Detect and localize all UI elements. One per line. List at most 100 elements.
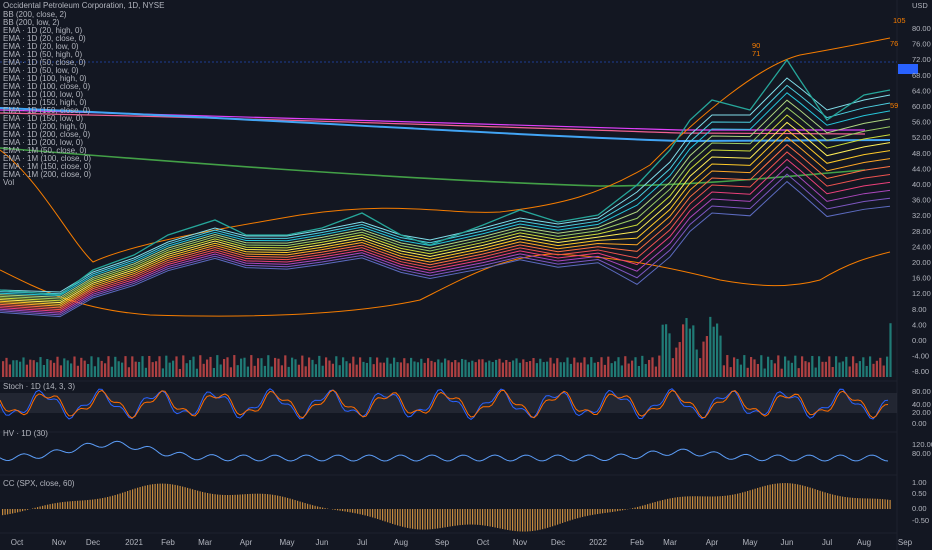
cc-bar [79, 500, 81, 509]
cc-bar [254, 493, 256, 509]
volume [2, 316, 892, 377]
cc-bar [447, 509, 449, 527]
ema-line [0, 84, 891, 295]
cc-bar [249, 493, 251, 509]
time-label: Feb [161, 538, 175, 547]
volume-bar [695, 349, 698, 377]
cc-bar [157, 483, 159, 509]
cc-bar [337, 509, 339, 511]
volume-bar [15, 360, 18, 377]
cc-bar [234, 494, 236, 509]
volume-bar [444, 358, 447, 377]
volume-bar [644, 364, 647, 377]
cc-bar [172, 484, 174, 509]
cc-bar [459, 509, 461, 526]
cc-bar [549, 509, 551, 528]
volume-bar [671, 358, 674, 377]
cc-bar [229, 494, 231, 509]
cc-bar [487, 509, 489, 527]
cc-bar [887, 499, 889, 509]
cc-bar [762, 486, 764, 509]
volume-bar [229, 367, 232, 377]
cc-bar [399, 509, 401, 527]
volume-bar [134, 361, 137, 377]
cc-bar [217, 494, 219, 509]
ema-line [0, 99, 891, 298]
cc-bar [597, 509, 599, 515]
cc-bar [94, 499, 96, 509]
price-label: 60.00 [912, 102, 931, 111]
cc-bar [369, 509, 371, 517]
volume-bar [777, 355, 780, 377]
cc-bar [807, 486, 809, 509]
volume-bar [685, 318, 688, 377]
volume-bar [736, 358, 739, 377]
time-label: Dec [551, 538, 565, 547]
volume-bar [151, 362, 154, 377]
cc-bar [652, 502, 654, 509]
cc-bar [504, 509, 506, 530]
volume-bar [437, 359, 440, 377]
volume-bar [678, 342, 681, 377]
volume-bar [515, 358, 518, 377]
cc-bar [572, 509, 574, 520]
cc-bar [309, 504, 311, 509]
volume-bar [617, 357, 620, 377]
cc-bar [662, 500, 664, 509]
cc-bar [544, 509, 546, 529]
cc-bar [449, 509, 451, 527]
cc-bar [387, 509, 389, 523]
cc-bar [109, 496, 111, 509]
volume-bar [719, 335, 722, 377]
volume-bar [539, 358, 542, 377]
volume-bar [267, 355, 270, 377]
volume-bar [280, 365, 283, 377]
volume-bar [5, 357, 8, 377]
cc-bar [274, 495, 276, 509]
cc-bar [889, 499, 891, 509]
cc-bar [617, 509, 619, 512]
volume-bar [512, 360, 515, 377]
cc-bar [189, 488, 191, 509]
volume-bar [807, 362, 810, 377]
volume-bar [393, 357, 396, 377]
cc-bar [474, 509, 476, 525]
volume-bar [420, 358, 423, 377]
cc-bar [752, 489, 754, 509]
volume-bar [348, 363, 351, 377]
cc-bar [267, 494, 269, 509]
pane-label: 0.00 [912, 419, 927, 428]
cc-bar [179, 485, 181, 509]
cc-bar [482, 509, 484, 526]
cc-bar [59, 502, 61, 509]
cc-bar [299, 501, 301, 509]
cc-bar [737, 493, 739, 509]
volume-bar [308, 357, 311, 377]
volume-bar [634, 357, 637, 377]
volume-bar [614, 361, 617, 377]
cc-bar [797, 484, 799, 509]
price-label: 56.00 [912, 118, 931, 127]
time-axis: Oct Nov Dec 2021 Feb Mar Apr May Jun Jul Aug Sep Oct… [11, 538, 913, 547]
cc-bar [437, 509, 439, 529]
cc-bar [257, 493, 259, 509]
cc-bar [452, 509, 454, 527]
cc-bar [592, 509, 594, 515]
cc-bar [709, 496, 711, 509]
volume-bar [76, 365, 79, 377]
cc-bar [819, 490, 821, 509]
cc-bar [414, 509, 416, 530]
time-label: Apr [240, 538, 253, 547]
volume-bar [141, 356, 144, 377]
volume-bar [501, 362, 504, 377]
cc-bar [239, 494, 241, 509]
indicator-label: EMA · 1M (50, close, 0) [3, 146, 87, 155]
cc-bar [784, 483, 786, 509]
volume-bar [104, 363, 107, 377]
cc-bar [349, 509, 351, 513]
cc-bar [559, 509, 561, 524]
volume-bar [382, 362, 385, 377]
cc-bar [744, 491, 746, 509]
volume-bar [474, 362, 477, 377]
